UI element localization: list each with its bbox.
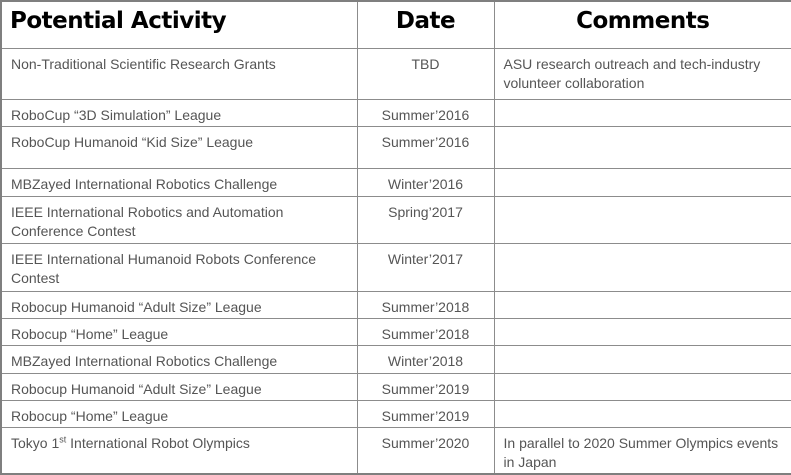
table-row: RoboCup “3D Simulation” League Summer’20… xyxy=(0,98,791,127)
table-row: Non-Traditional Scientific Research Gran… xyxy=(0,47,791,100)
activity-cell: Robocup Humanoid “Adult Size” League xyxy=(0,290,358,319)
date-cell: TBD xyxy=(356,47,495,100)
table-row: MBZayed International Robotics Challenge… xyxy=(0,168,791,198)
activity-text-pre: Tokyo 1 xyxy=(11,435,60,452)
activity-text-post: International Robot Olympics xyxy=(66,435,250,452)
comment-cell xyxy=(493,196,791,245)
date-cell: Winter’2016 xyxy=(356,168,495,198)
table-row: Robocup Humanoid “Adult Size” League Sum… xyxy=(0,290,791,319)
date-cell: Spring’2017 xyxy=(356,196,495,245)
activity-cell: MBZayed International Robotics Challenge xyxy=(0,168,358,198)
activity-cell: RoboCup Humanoid “Kid Size” League xyxy=(0,125,358,170)
date-cell: Summer’2018 xyxy=(356,290,495,319)
activity-cell: Robocup “Home” League xyxy=(0,400,358,429)
activity-superscript: st xyxy=(59,434,67,445)
header-comments: Comments xyxy=(493,0,791,49)
table-row: Tokyo 1st International Robot Olympics S… xyxy=(0,427,791,475)
activity-cell: MBZayed International Robotics Challenge xyxy=(0,344,358,374)
table-row: Robocup Humanoid “Adult Size” League Sum… xyxy=(0,372,791,402)
comment-cell xyxy=(493,372,791,402)
comment-cell xyxy=(493,317,791,346)
comment-cell xyxy=(493,168,791,198)
header-row: Potential Activity Date Comments xyxy=(0,0,791,49)
table-row: IEEE International Robotics and Automati… xyxy=(0,196,791,245)
date-cell: Summer’2016 xyxy=(356,98,495,127)
date-cell: Summer’2018 xyxy=(356,317,495,346)
comment-cell xyxy=(493,344,791,374)
activity-cell: IEEE International Humanoid Robots Confe… xyxy=(0,243,358,292)
activity-cell: Tokyo 1st International Robot Olympics xyxy=(0,427,358,475)
comment-cell xyxy=(493,290,791,319)
table-row: Robocup “Home” League Summer’2018 xyxy=(0,317,791,346)
comment-cell: ASU research outreach and tech-industry … xyxy=(493,47,791,100)
comment-cell xyxy=(493,125,791,170)
date-cell: Winter’2017 xyxy=(356,243,495,292)
comment-cell xyxy=(493,98,791,127)
date-cell: Summer’2019 xyxy=(356,400,495,429)
header-potential-activity: Potential Activity xyxy=(0,0,358,49)
table-row: RoboCup Humanoid “Kid Size” League Summe… xyxy=(0,125,791,170)
activity-cell: RoboCup “3D Simulation” League xyxy=(0,98,358,127)
activity-cell: Robocup Humanoid “Adult Size” League xyxy=(0,372,358,402)
comment-cell xyxy=(493,400,791,429)
date-cell: Summer’2020 xyxy=(356,427,495,475)
date-cell: Winter’2018 xyxy=(356,344,495,374)
comment-cell: In parallel to 2020 Summer Olympics even… xyxy=(493,427,791,475)
activity-cell: Robocup “Home” League xyxy=(0,317,358,346)
table-row: IEEE International Humanoid Robots Confe… xyxy=(0,243,791,292)
comment-cell xyxy=(493,243,791,292)
header-date: Date xyxy=(356,0,495,49)
date-cell: Summer’2019 xyxy=(356,372,495,402)
date-cell: Summer’2016 xyxy=(356,125,495,170)
activity-cell: Non-Traditional Scientific Research Gran… xyxy=(0,47,358,100)
table-row: Robocup “Home” League Summer’2019 xyxy=(0,400,791,429)
activity-cell: IEEE International Robotics and Automati… xyxy=(0,196,358,245)
table-row: MBZayed International Robotics Challenge… xyxy=(0,344,791,374)
